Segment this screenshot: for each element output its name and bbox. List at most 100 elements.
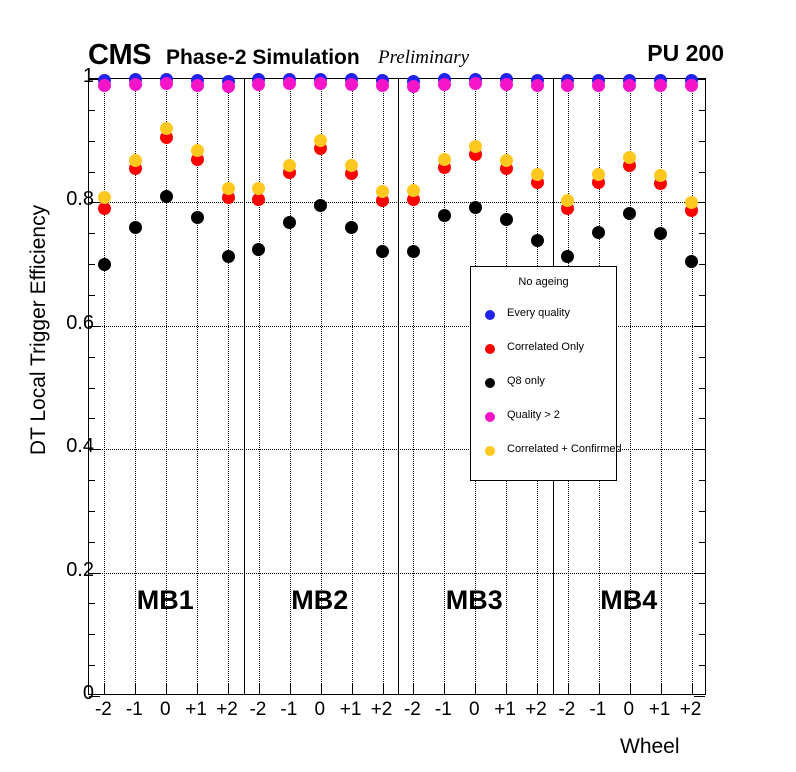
- cms-logo-text: CMS: [88, 39, 151, 71]
- legend-label: Correlated Only: [507, 341, 585, 353]
- x-tick-bottom: [289, 683, 291, 694]
- x-tick-bottom: [444, 683, 446, 694]
- y-tick-label: 1: [82, 65, 94, 87]
- y-tick-left: [89, 171, 95, 173]
- x-tick-label: -1: [589, 699, 607, 720]
- x-tick-bottom: [320, 683, 322, 694]
- h-gridline: [89, 572, 705, 574]
- data-point: [159, 121, 173, 135]
- y-tick-label: 0.4: [66, 435, 94, 458]
- x-tick-label: +2: [216, 699, 238, 720]
- y-tick-right: [699, 140, 705, 142]
- data-point: [128, 153, 142, 167]
- data-point: [97, 257, 111, 271]
- x-tick-bottom: [660, 683, 662, 694]
- legend-title: No ageing: [518, 276, 569, 288]
- data-point: [468, 140, 482, 154]
- pileup-label: PU 200: [647, 40, 724, 66]
- y-tick-right: [694, 696, 705, 697]
- y-tick-left: [89, 603, 95, 605]
- y-tick-right: [694, 325, 705, 327]
- y-tick-right: [699, 603, 705, 605]
- y-tick-right: [699, 665, 705, 667]
- x-tick-label: 0: [314, 699, 326, 720]
- data-point: [592, 78, 606, 92]
- x-tick-label: -1: [125, 699, 143, 720]
- legend-box: No ageing Every quality Correlated Only Q8…: [470, 266, 622, 481]
- y-tick-right: [699, 634, 705, 636]
- data-point: [561, 250, 575, 264]
- data-point: [530, 78, 544, 92]
- data-point: [190, 78, 204, 92]
- data-point: [530, 233, 544, 247]
- plot-header: CMS Phase-2 Simulation Preliminary PU 20…: [0, 0, 796, 70]
- y-tick-left: [89, 541, 95, 543]
- data-point: [592, 168, 606, 182]
- data-point: [623, 151, 637, 165]
- x-tick-label: -2: [403, 699, 421, 720]
- y-tick-left: [89, 356, 95, 358]
- station-separator: [243, 79, 245, 694]
- y-tick-left: [89, 387, 95, 389]
- x-tick-bottom: [228, 683, 230, 694]
- data-point: [406, 79, 420, 93]
- station-label-mb3: MB3: [445, 585, 503, 615]
- x-tick-label: +2: [679, 699, 702, 720]
- data-point: [345, 220, 359, 234]
- legend-label: Q8 only: [507, 375, 545, 387]
- x-tick-label: -1: [280, 699, 298, 720]
- data-point: [159, 77, 173, 91]
- data-point: [376, 184, 390, 198]
- data-point: [314, 77, 328, 91]
- x-tick-label: -2: [94, 699, 112, 720]
- x-tick-label: -2: [249, 699, 267, 720]
- x-tick-bottom: [258, 683, 260, 694]
- y-tick-label: 0.8: [66, 188, 94, 211]
- data-point: [623, 207, 637, 220]
- y-tick-right: [694, 449, 705, 451]
- data-point: [530, 168, 544, 182]
- simulation-label: Phase-2 Simulation: [166, 46, 360, 69]
- legend-item: Quality > 2: [471, 405, 616, 427]
- y-tick-right: [699, 109, 705, 111]
- x-tick-label: 0: [623, 699, 635, 720]
- x-tick-bottom: [104, 683, 106, 694]
- x-tick-bottom: [475, 683, 477, 694]
- x-tick-label: +1: [185, 699, 207, 720]
- data-point: [437, 209, 451, 223]
- x-tick-bottom: [567, 683, 569, 694]
- v-gridline: [382, 79, 384, 694]
- y-tick-label: 0: [82, 682, 94, 704]
- data-point: [283, 77, 297, 91]
- x-tick-bottom: [351, 683, 353, 694]
- data-point: [252, 192, 266, 206]
- x-axis-title: Wheel: [620, 735, 680, 758]
- y-tick-label: 0.2: [66, 558, 94, 581]
- v-gridline: [197, 79, 199, 694]
- x-tick-bottom: [598, 683, 600, 694]
- y-tick-left: [89, 79, 100, 80]
- y-tick-left: [89, 233, 95, 235]
- y-tick-right: [694, 572, 705, 574]
- data-point: [685, 195, 699, 209]
- y-tick-label: 0.6: [66, 311, 94, 334]
- x-tick-label: +1: [494, 699, 516, 720]
- y-tick-right: [699, 387, 705, 389]
- station-label-mb4: MB4: [600, 585, 658, 615]
- station-separator: [398, 79, 399, 694]
- v-gridline: [629, 79, 631, 694]
- h-gridline: [89, 449, 705, 451]
- h-gridline: [89, 325, 705, 327]
- data-point: [468, 200, 482, 214]
- data-point: [252, 181, 266, 195]
- data-point: [623, 78, 637, 92]
- x-tick-label: -2: [558, 699, 576, 720]
- station-label-mb1: MB1: [136, 585, 194, 615]
- data-point: [499, 153, 513, 167]
- y-tick-right: [699, 541, 705, 543]
- data-point: [128, 220, 142, 234]
- v-gridline: [660, 79, 662, 694]
- legend-item: Correlated + Confirmed: [471, 439, 622, 461]
- x-tick-bottom: [135, 683, 137, 694]
- v-gridline: [104, 79, 106, 694]
